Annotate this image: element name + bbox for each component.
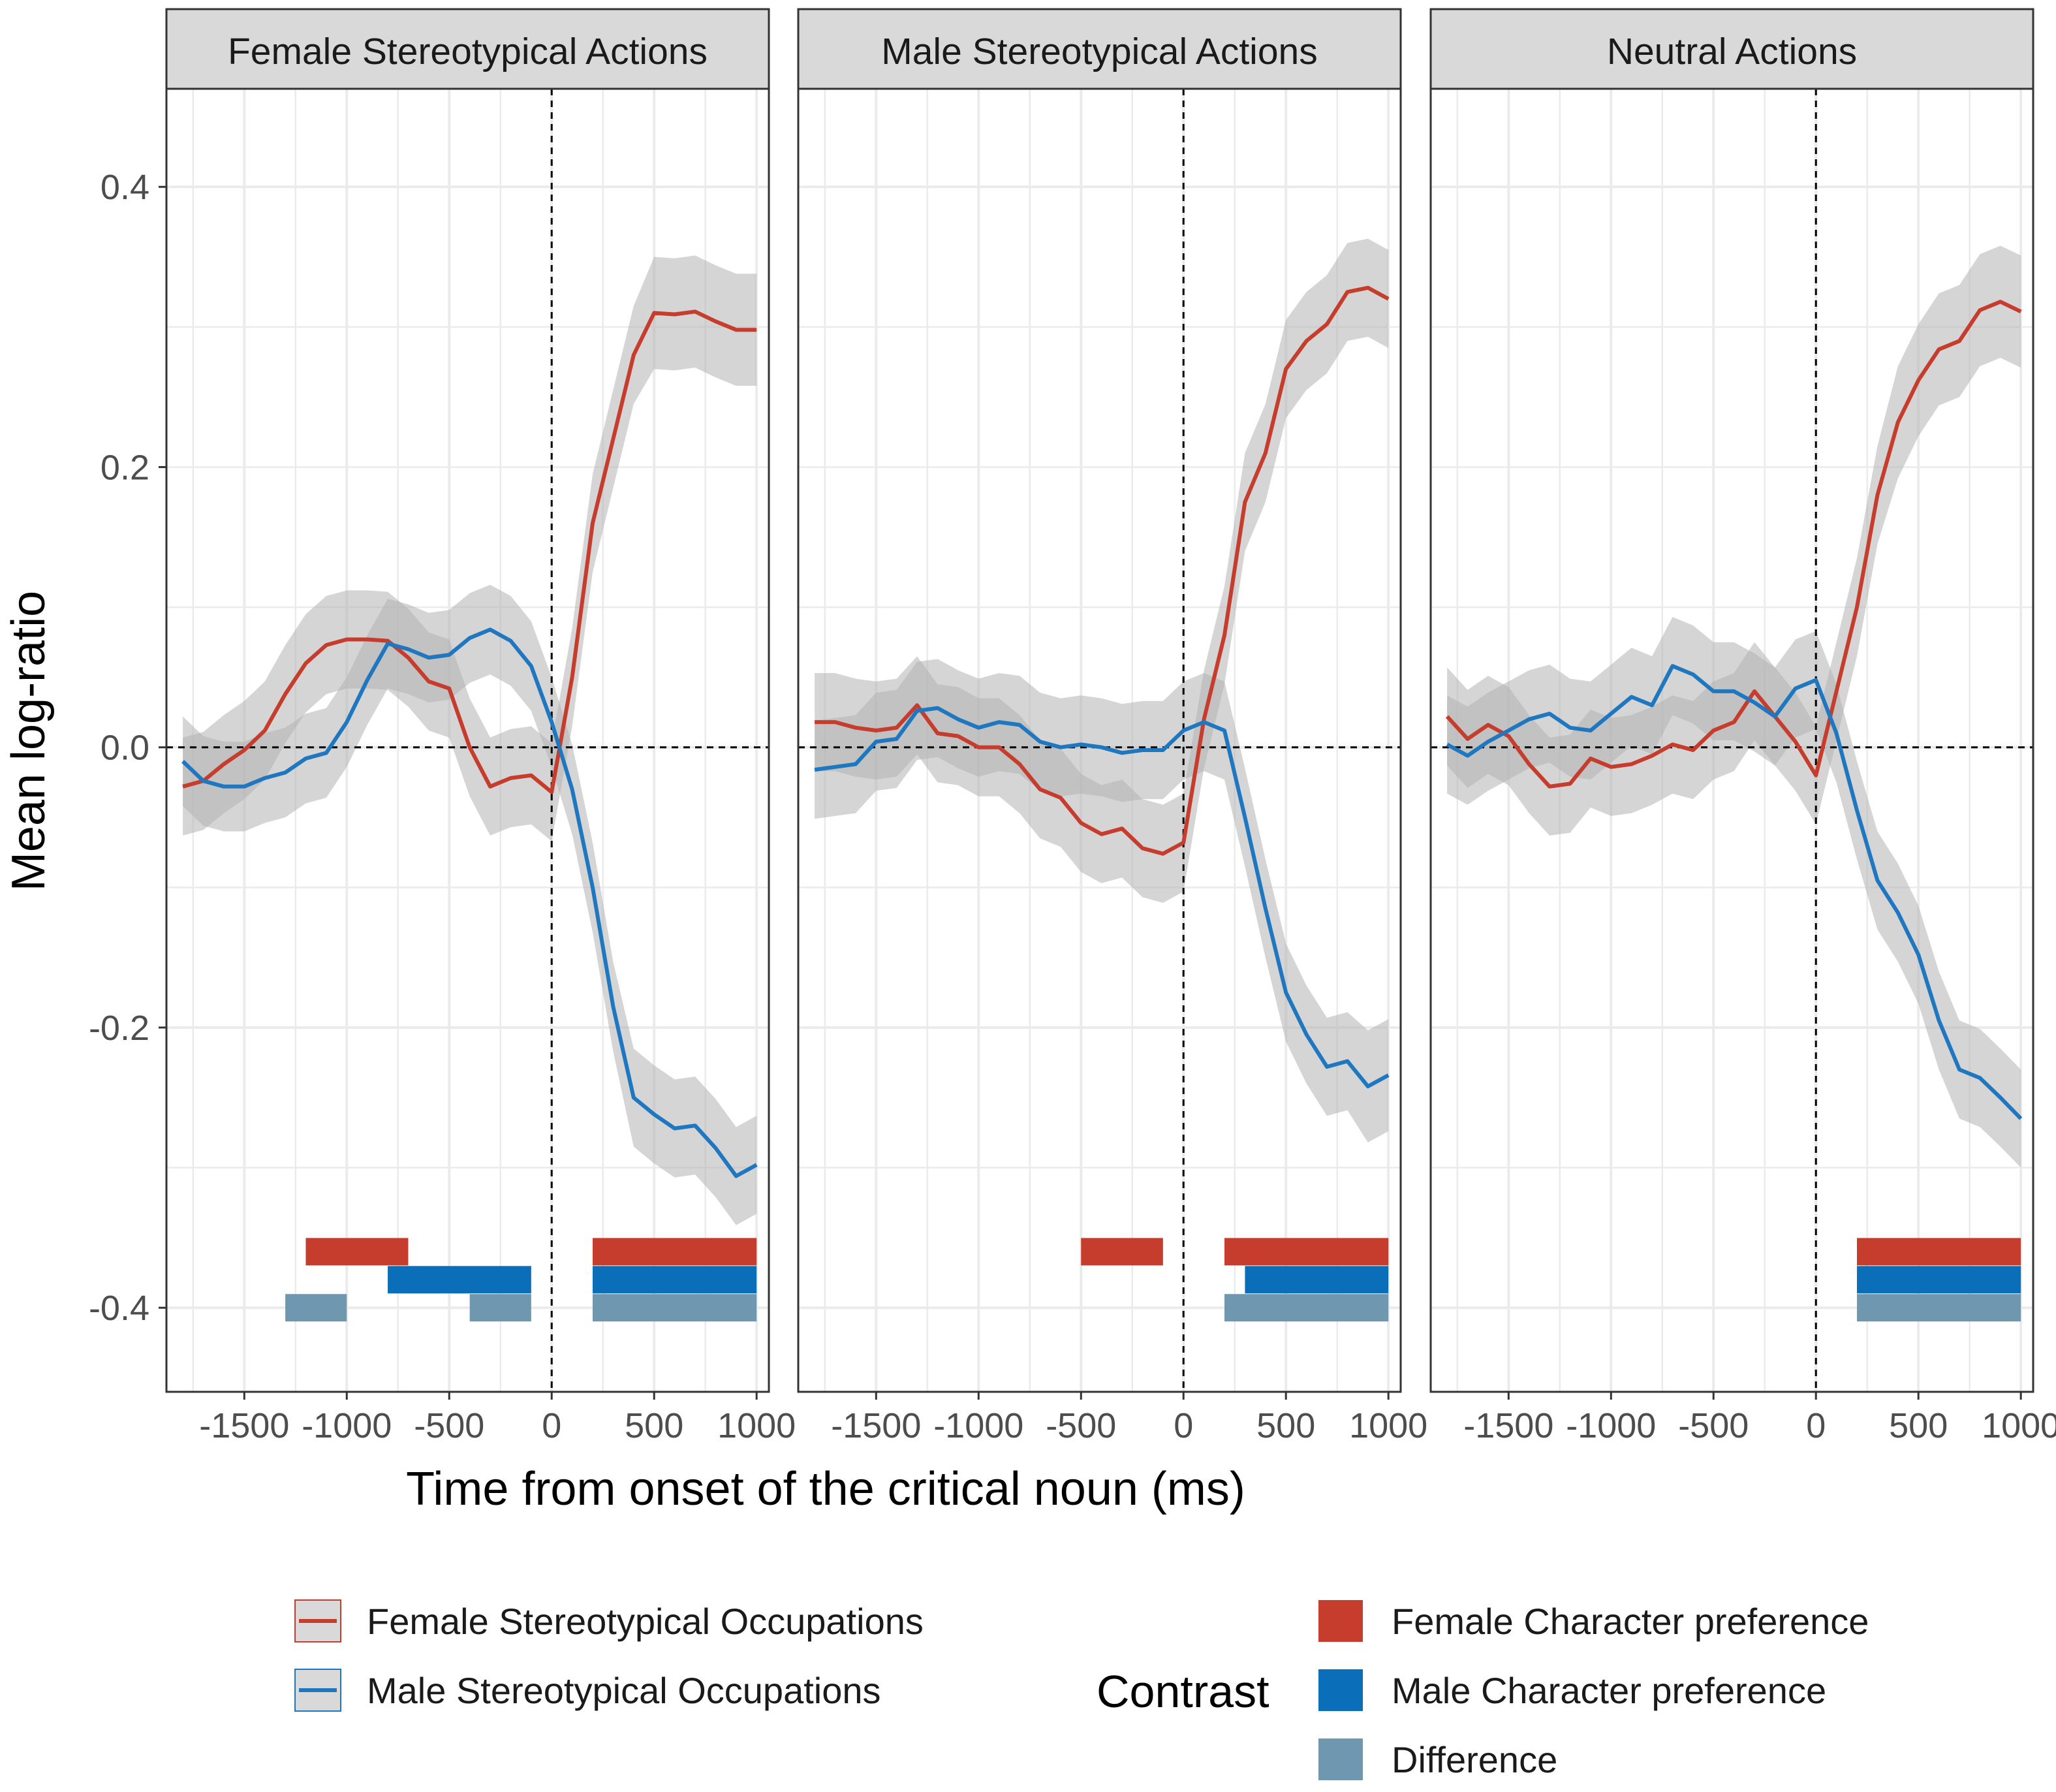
y-tick-label: 0.0	[101, 729, 149, 768]
male-occupations-line	[814, 706, 1390, 1089]
x-tick-label: -1500	[199, 1406, 289, 1445]
x-tick-label: -500	[414, 1406, 484, 1445]
x-tick-label: 1000	[1349, 1406, 1427, 1445]
facet-panel: Neutral Actions -1500 -1000 -500 0 500 1000	[1429, 8, 2056, 1445]
confidence-ribbon	[183, 584, 757, 1225]
x-tick-label: 0	[542, 1406, 561, 1445]
x-axis-title: Time from onset of the critical noun (ms…	[406, 1463, 1245, 1515]
y-tick-label: 0.4	[101, 168, 149, 207]
panel-border	[165, 87, 770, 1393]
female-occupations-line	[1445, 300, 2022, 789]
x-tick-label: 0	[1806, 1406, 1826, 1445]
significance-bar	[1245, 1266, 1389, 1294]
facet-title: Male Stereotypical Actions	[881, 31, 1318, 72]
y-tick-label: -0.2	[89, 1009, 149, 1048]
significance-bar	[1857, 1294, 2021, 1322]
x-tick-label: -1000	[1566, 1406, 1656, 1445]
legend-label: Male Character preference	[1392, 1670, 1826, 1711]
x-tick-label: 1000	[717, 1406, 796, 1445]
legend-title: Contrast	[1097, 1666, 1269, 1717]
significance-bar	[285, 1294, 347, 1322]
significance-bar	[1857, 1266, 2021, 1294]
confidence-ribbon	[1447, 617, 2021, 1168]
legend-key	[1318, 1669, 1363, 1711]
significance-bar	[469, 1294, 531, 1322]
facet-strip	[797, 8, 1402, 90]
confidence-ribbon	[183, 255, 757, 841]
legend-label: Female Stereotypical Occupations	[367, 1601, 924, 1642]
y-axis: -0.4 -0.2 0.0 0.2 0.4	[89, 168, 166, 1328]
significance-bar	[1224, 1238, 1389, 1266]
legend-label: Male Stereotypical Occupations	[367, 1670, 881, 1711]
facet-strip	[165, 8, 770, 90]
female-occupations-line	[182, 309, 757, 794]
legend-label: Difference	[1392, 1739, 1557, 1780]
male-occupations-line	[181, 627, 758, 1178]
x-tick-label: 0	[1174, 1406, 1193, 1445]
y-tick-label: 0.2	[101, 448, 149, 487]
panel-border	[797, 87, 1402, 1393]
female-occupations-line	[815, 285, 1390, 856]
x-tick-label: 500	[625, 1406, 683, 1445]
legend-label: Female Character preference	[1392, 1601, 1869, 1642]
significance-bar	[593, 1238, 757, 1266]
x-tick-label: -500	[1046, 1406, 1116, 1445]
x-tick-label: 500	[1889, 1406, 1948, 1445]
panels: Female Stereotypical Actions -1500 -1000 -5…	[165, 8, 2056, 1445]
facet-panel: Male Stereotypical Actions -1500 -1000 -500…	[797, 8, 1427, 1445]
x-tick-label: -1000	[302, 1406, 392, 1445]
x-tick-label: 500	[1256, 1406, 1315, 1445]
facet-panel: Female Stereotypical Actions -1500 -1000 -5…	[165, 8, 796, 1445]
significance-bar	[593, 1266, 757, 1294]
legend: Female Stereotypical Occupations Male Ste…	[294, 1599, 1869, 1780]
x-tick-label: 1000	[1982, 1406, 2056, 1445]
significance-bar	[388, 1266, 531, 1294]
y-tick-label: -0.4	[89, 1289, 149, 1328]
x-tick-label: -1000	[933, 1406, 1023, 1445]
x-tick-label: -1500	[1463, 1406, 1553, 1445]
x-tick-label: -500	[1678, 1406, 1749, 1445]
significance-bar	[1857, 1238, 2021, 1266]
panel-border	[1429, 87, 2034, 1393]
legend-key	[1318, 1600, 1363, 1642]
male-occupations-line	[1446, 664, 2023, 1120]
significance-bar	[305, 1238, 409, 1266]
significance-bar	[1224, 1294, 1389, 1322]
significance-bar	[1081, 1238, 1163, 1266]
x-tick-label: -1500	[831, 1406, 921, 1445]
confidence-ribbon	[815, 659, 1389, 1142]
facet-title: Female Stereotypical Actions	[228, 31, 708, 72]
significance-bar	[593, 1294, 757, 1322]
facet-title: Neutral Actions	[1607, 31, 1857, 72]
y-axis-title: Mean log-ratio	[3, 591, 55, 891]
legend-key	[1318, 1738, 1363, 1780]
